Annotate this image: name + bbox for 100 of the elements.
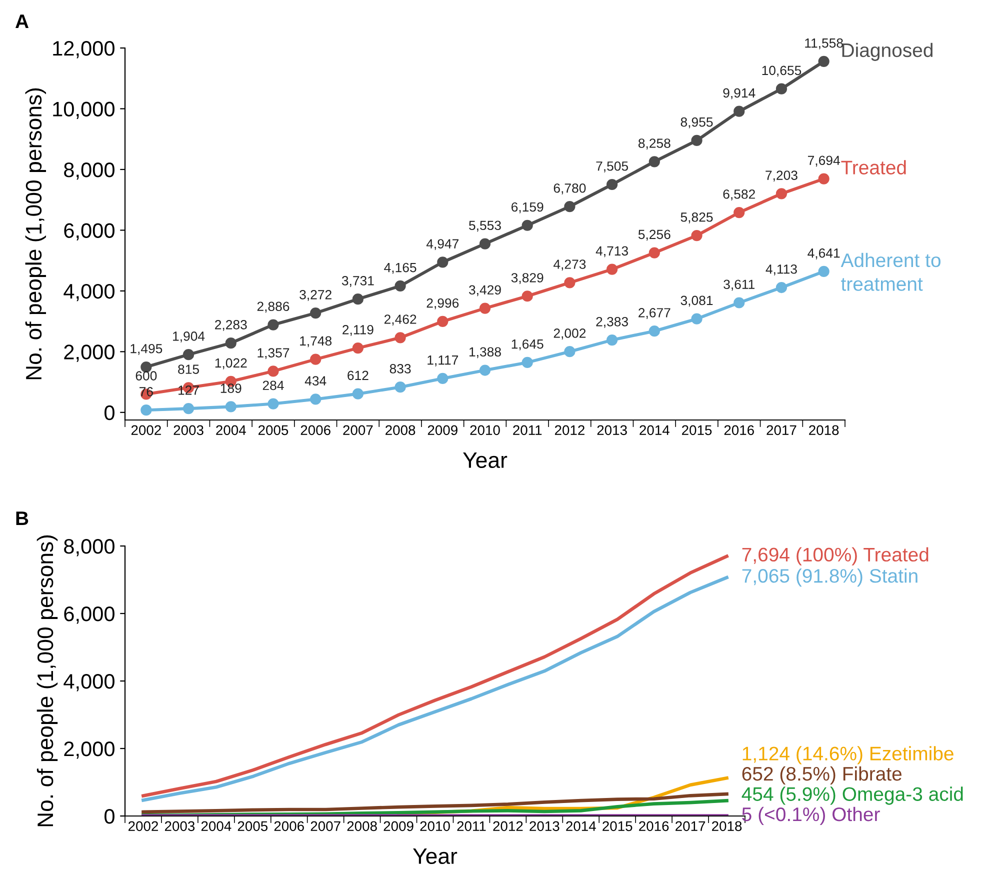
- point: [268, 398, 279, 410]
- data-label: 600: [136, 371, 157, 380]
- data-label: 3,731: [342, 276, 374, 287]
- point: [818, 173, 830, 184]
- data-label: 7,203: [766, 170, 798, 182]
- x-tick-label: 2016: [724, 425, 754, 436]
- x-tick-label: 2012: [554, 425, 584, 436]
- point: [479, 364, 491, 376]
- x-tick-label: 2003: [174, 425, 204, 436]
- y-axis-title: No. of people (1,000 persons): [25, 88, 46, 380]
- point: [818, 266, 830, 278]
- data-label: 1,495: [130, 344, 162, 355]
- point: [776, 282, 788, 294]
- series-label: 454 (5.9%) Omega-3 acid: [742, 786, 963, 805]
- x-tick-label: 2013: [530, 821, 560, 832]
- x-tick-label: 2010: [420, 821, 450, 832]
- point: [394, 280, 406, 292]
- data-label: 5,825: [680, 212, 713, 224]
- x-tick-label: 2015: [602, 821, 632, 832]
- point: [479, 238, 491, 250]
- data-label: 1,357: [258, 348, 290, 360]
- y-tick-label: 8,000: [64, 539, 114, 556]
- x-tick-label: 2010: [470, 425, 500, 436]
- data-label: 1,904: [173, 332, 205, 342]
- data-label: 3,611: [724, 280, 754, 291]
- point: [522, 356, 533, 368]
- data-label: 8,955: [680, 117, 713, 128]
- x-tick-label: 2017: [766, 425, 796, 436]
- point: [691, 134, 702, 146]
- x-tick-label: 2008: [347, 821, 377, 832]
- x-tick-label: 2005: [238, 821, 268, 832]
- x-tick-label: 2004: [216, 425, 246, 436]
- text: A: [15, 14, 29, 28]
- data-label: 3,429: [468, 285, 501, 296]
- series-label: 652 (8.5%) Fibrate: [742, 766, 902, 785]
- point: [818, 56, 830, 67]
- y-tick-label: 6,000: [64, 606, 114, 624]
- point: [776, 83, 788, 94]
- point: [606, 178, 618, 190]
- data-label: 815: [178, 364, 199, 374]
- x-tick-label: 2006: [274, 821, 304, 832]
- point: [225, 338, 236, 349]
- x-axis-title: Year: [413, 848, 458, 864]
- point: [479, 302, 491, 314]
- point: [437, 316, 448, 327]
- point: [310, 354, 322, 365]
- point: [606, 334, 618, 346]
- x-axis-title: Year: [463, 452, 508, 468]
- point: [437, 372, 448, 384]
- data-label: 1,022: [215, 358, 247, 370]
- y-tick-label: 12,000: [53, 41, 114, 58]
- point: [648, 326, 660, 337]
- point: [140, 404, 152, 416]
- x-tick-label: 2017: [676, 821, 706, 832]
- x-tick-label: 2013: [597, 425, 627, 436]
- series-label: 5 (<0.1%) Other: [742, 806, 880, 826]
- x-tick-label: 2003: [164, 821, 195, 832]
- x-tick-label: 2007: [343, 425, 373, 436]
- series-label: Diagnosed: [842, 42, 932, 61]
- series-label: Treated: [841, 160, 906, 174]
- x-tick-label: 2015: [682, 425, 712, 436]
- point: [394, 332, 406, 344]
- series-label: 7,065 (91.8%) Statin: [742, 568, 918, 587]
- point: [648, 156, 660, 168]
- point: [734, 297, 745, 308]
- x-tick-label: 2012: [493, 821, 523, 832]
- x-tick-label: 2002: [128, 821, 158, 832]
- point: [268, 366, 279, 377]
- y-tick-label: 8,000: [64, 162, 114, 180]
- data-label: 2,677: [638, 308, 670, 319]
- data-label: 612: [348, 370, 368, 380]
- data-label: 1,117: [428, 356, 458, 366]
- x-tick-label: 2016: [639, 821, 669, 832]
- data-label: 5,553: [469, 220, 501, 232]
- point: [182, 349, 194, 360]
- data-label: 6,780: [554, 183, 586, 194]
- y-tick-label: 6,000: [64, 223, 114, 240]
- x-tick-label: 2018: [809, 425, 839, 436]
- point: [437, 256, 448, 268]
- y-tick-label: 4,000: [64, 674, 114, 692]
- point: [564, 277, 576, 288]
- series-label: Adherent to treatment: [840, 252, 940, 291]
- data-label: 2,283: [215, 320, 247, 331]
- point: [648, 247, 660, 258]
- data-label: 2,002: [554, 328, 586, 340]
- point: [564, 200, 576, 212]
- data-label: 5,256: [638, 230, 670, 241]
- point: [522, 290, 533, 302]
- y-tick-label: 10,000: [53, 102, 114, 119]
- point: [606, 264, 618, 275]
- y-axis-title: No. of people (1,000 persons): [36, 535, 58, 826]
- data-label: 284: [262, 380, 284, 390]
- point: [394, 382, 406, 393]
- data-label: 1,645: [512, 339, 544, 350]
- point: [352, 388, 364, 400]
- series-label: 1,124 (14.6%) Ezetimibe: [742, 746, 954, 764]
- data-label: 2,383: [596, 316, 628, 328]
- data-label: 3,081: [680, 296, 713, 307]
- data-label: 4,713: [596, 246, 628, 258]
- data-label: 8,258: [638, 138, 670, 150]
